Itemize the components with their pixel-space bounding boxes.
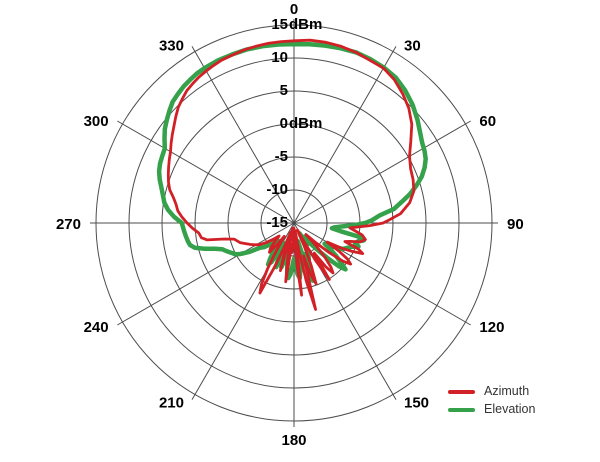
legend-label-elevation: Elevation	[484, 402, 536, 416]
angle-label-120: 120	[479, 319, 504, 336]
legend: Azimuth Elevation	[448, 385, 535, 416]
radial-tick-suffix: dBm	[289, 16, 322, 33]
legend-item-azimuth: Azimuth	[448, 385, 535, 398]
angle-label-270: 270	[56, 216, 81, 233]
grid-spoke	[117, 120, 295, 224]
grid-spoke	[293, 46, 397, 224]
radial-tick--15: -15	[266, 214, 288, 231]
azimuth-line-swatch	[448, 389, 475, 394]
angle-label-330: 330	[159, 38, 184, 55]
angle-label-30: 30	[404, 38, 421, 55]
radial-tick-15: 15	[271, 16, 288, 33]
angle-label-180: 180	[281, 432, 306, 449]
radial-tick-5: 5	[280, 82, 288, 99]
angle-label-150: 150	[404, 394, 429, 411]
radial-tick--10: -10	[266, 181, 288, 198]
radial-tick--5: -5	[275, 148, 288, 165]
grid-spoke	[293, 120, 471, 224]
elevation-curve	[156, 41, 428, 283]
radial-tick-0: 0	[280, 115, 288, 132]
angle-label-300: 300	[84, 113, 109, 130]
angle-label-90: 90	[507, 216, 524, 233]
grid-spoke	[117, 222, 295, 326]
legend-label-azimuth: Azimuth	[484, 384, 530, 398]
azimuth-curve	[166, 38, 416, 311]
angle-label-0: 0	[290, 1, 298, 18]
grid-spoke	[293, 222, 471, 326]
angle-label-210: 210	[159, 394, 184, 411]
elevation-line-swatch	[448, 407, 475, 412]
grid-spoke	[191, 46, 295, 224]
radial-tick-10: 10	[271, 49, 288, 66]
angle-label-240: 240	[84, 319, 109, 336]
angle-label-60: 60	[479, 113, 496, 130]
legend-item-elevation: Elevation	[448, 403, 535, 416]
radial-tick-suffix: dBm	[289, 115, 322, 132]
